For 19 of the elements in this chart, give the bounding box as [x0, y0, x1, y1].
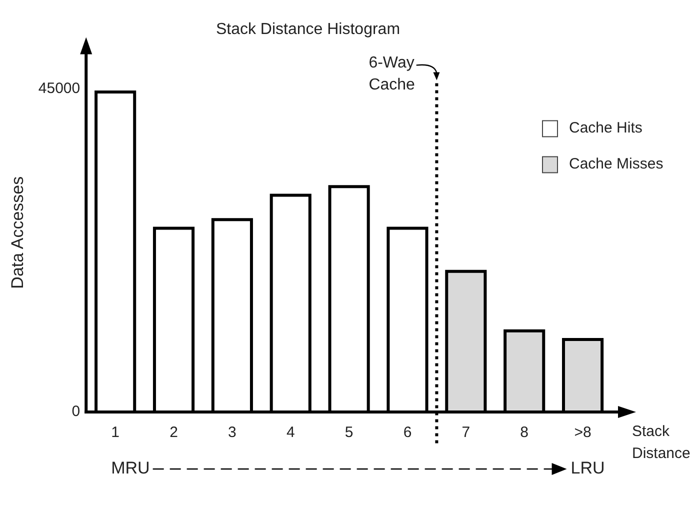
x-tick-label: 3: [228, 424, 236, 442]
x-axis-title: Stack Distance: [632, 423, 690, 462]
x-tick-label: 5: [344, 424, 354, 442]
x-tick-label: 7: [462, 424, 470, 442]
text: LRU: [570, 458, 605, 478]
text: Cache Hits: [569, 119, 642, 136]
x-tick-label: >8: [574, 424, 592, 442]
y-tick-label: 0: [72, 403, 80, 420]
x-tick-label: 6: [403, 424, 412, 442]
y-tick-label: 45000: [38, 80, 80, 98]
chart-title: Stack Distance Histogram: [216, 21, 400, 38]
legend-label: Cache Misses: [569, 155, 664, 172]
x-tick-label: 1: [111, 424, 120, 442]
x-tick-label: 4: [286, 424, 295, 442]
x-tick-label: 2: [170, 424, 178, 442]
text: MRU: [111, 458, 150, 478]
y-axis-title: Data Accesses: [8, 176, 27, 289]
x-tick-label: 8: [520, 424, 529, 442]
annotation: 6-Way Cache: [368, 54, 416, 94]
